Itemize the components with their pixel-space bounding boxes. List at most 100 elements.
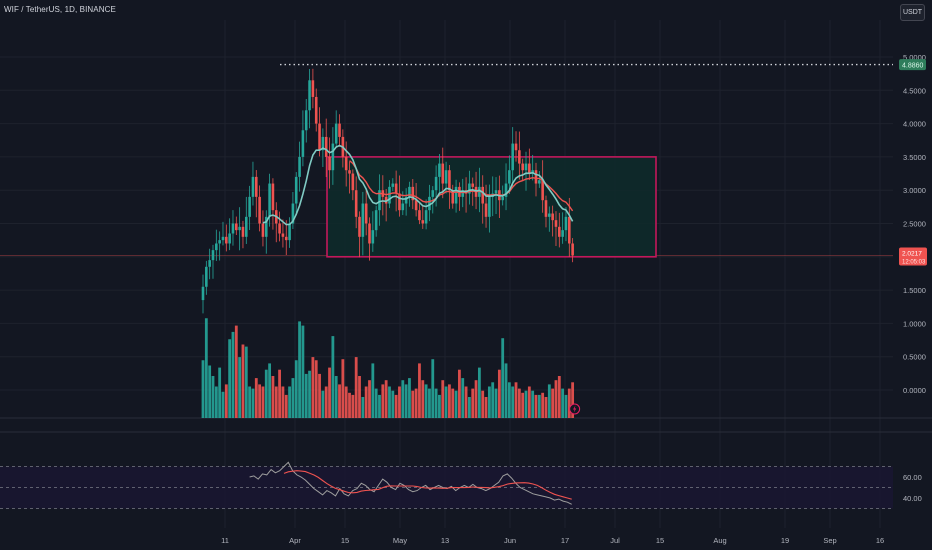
volume-bar: [331, 336, 335, 418]
candle-body: [378, 190, 381, 211]
candle-body: [358, 216, 361, 237]
candle-body: [238, 226, 241, 231]
candle-body: [538, 180, 541, 184]
candle-body: [328, 156, 331, 171]
volume-bar: [248, 386, 252, 418]
candle-body: [308, 80, 311, 111]
volume-bar: [454, 390, 458, 418]
volume-bar: [338, 384, 341, 418]
volume-bar: [527, 386, 531, 418]
price-tick-label: 1.5000: [903, 286, 926, 295]
rsi-pane: [0, 461, 893, 509]
volume-bar: [364, 386, 368, 418]
candle-body: [368, 223, 371, 244]
price-tick-label: 1.0000: [903, 319, 926, 328]
candle-body: [348, 170, 351, 174]
volume-bar: [381, 384, 385, 418]
volume-bar: [537, 394, 541, 418]
volume-bar: [201, 360, 205, 418]
volume-bar: [477, 367, 481, 418]
volume-bar: [557, 376, 561, 418]
volume-bar: [328, 367, 331, 418]
volume-bar: [291, 378, 295, 418]
time-tick-label: Jun: [504, 536, 516, 545]
volume-bar: [534, 394, 538, 418]
candle-body: [521, 163, 524, 171]
volume-bar: [378, 394, 381, 418]
candle-body: [344, 156, 348, 171]
volume-bar: [341, 359, 345, 418]
candle-body: [494, 190, 498, 194]
candle-body: [434, 176, 438, 191]
candle-body: [268, 183, 271, 217]
candle-body: [548, 213, 551, 217]
volume-bar: [354, 357, 358, 418]
volume-bar: [521, 392, 525, 418]
volume-bar: [241, 344, 245, 418]
chart-grid: [0, 20, 932, 528]
price-tick-label: 2.5000: [903, 220, 926, 229]
time-tick-label: 11: [221, 536, 229, 545]
candle-body: [284, 236, 288, 241]
volume-bar: [388, 386, 391, 418]
volume-bar: [224, 384, 228, 418]
currency-button[interactable]: USDT: [900, 4, 925, 21]
volume-bar: [401, 380, 405, 418]
candle-body: [201, 286, 205, 301]
candle-body: [518, 150, 521, 164]
ath-price-tag: [899, 59, 926, 71]
candle-body: [501, 196, 504, 201]
volume-bar: [308, 370, 311, 418]
time-tick-label: Aug: [713, 536, 726, 545]
range-box: [326, 156, 657, 258]
candle-body: [468, 183, 471, 194]
candle-body: [564, 216, 568, 231]
symbol-title: WIF / TetherUS, 1D, BINANCE: [4, 5, 116, 14]
candle-body: [444, 170, 448, 184]
candle-body: [258, 196, 261, 224]
volume-bar: [501, 338, 505, 418]
candle-body: [331, 143, 335, 171]
volume-bar: [418, 363, 421, 418]
price-tick-label: 4.5000: [903, 86, 926, 95]
price-axis[interactable]: 5.00004.50004.00003.50003.00002.50002.00…: [569, 53, 927, 503]
rsi-ma-line: [283, 470, 572, 500]
volume-bar: [481, 390, 485, 418]
volume-bar: [251, 388, 255, 418]
volume-bar: [281, 386, 285, 418]
volume-bar: [451, 388, 455, 418]
volume-bar: [571, 382, 575, 418]
volume-bar: [324, 386, 328, 418]
volume-bar: [221, 391, 225, 418]
volume-bar: [511, 386, 515, 418]
candle-body: [531, 170, 534, 174]
candle-body: [218, 240, 221, 244]
time-axis[interactable]: 11 Apr 15 May 13 Jun 17 Jul 15 Aug 19 Sep 16: [221, 536, 884, 545]
time-tick-label: 15: [656, 536, 664, 545]
candle-body: [534, 170, 538, 184]
volume-bar: [264, 369, 268, 418]
volume-bar: [254, 378, 258, 418]
current-price-label: 2.0217: [902, 250, 922, 257]
candle-body: [401, 203, 405, 211]
candle-body: [251, 176, 255, 197]
candle-body: [424, 210, 428, 224]
candle-body: [544, 200, 548, 217]
candle-body: [421, 220, 425, 224]
candle-body: [311, 80, 315, 97]
candle-body: [294, 176, 298, 204]
candle-body: [554, 220, 558, 227]
candle-body: [408, 186, 411, 197]
volume-bar: [288, 386, 291, 418]
volume-bar: [351, 394, 355, 418]
volume-bars: [201, 318, 575, 418]
candle-body: [321, 136, 325, 151]
candle-body: [235, 223, 238, 231]
candle-body: [398, 193, 401, 211]
candle-body: [431, 190, 435, 197]
candle-body: [244, 216, 248, 237]
volume-bar: [464, 386, 468, 418]
volume-bar: [318, 373, 321, 418]
ath-price-label: 4.8860: [902, 63, 924, 70]
